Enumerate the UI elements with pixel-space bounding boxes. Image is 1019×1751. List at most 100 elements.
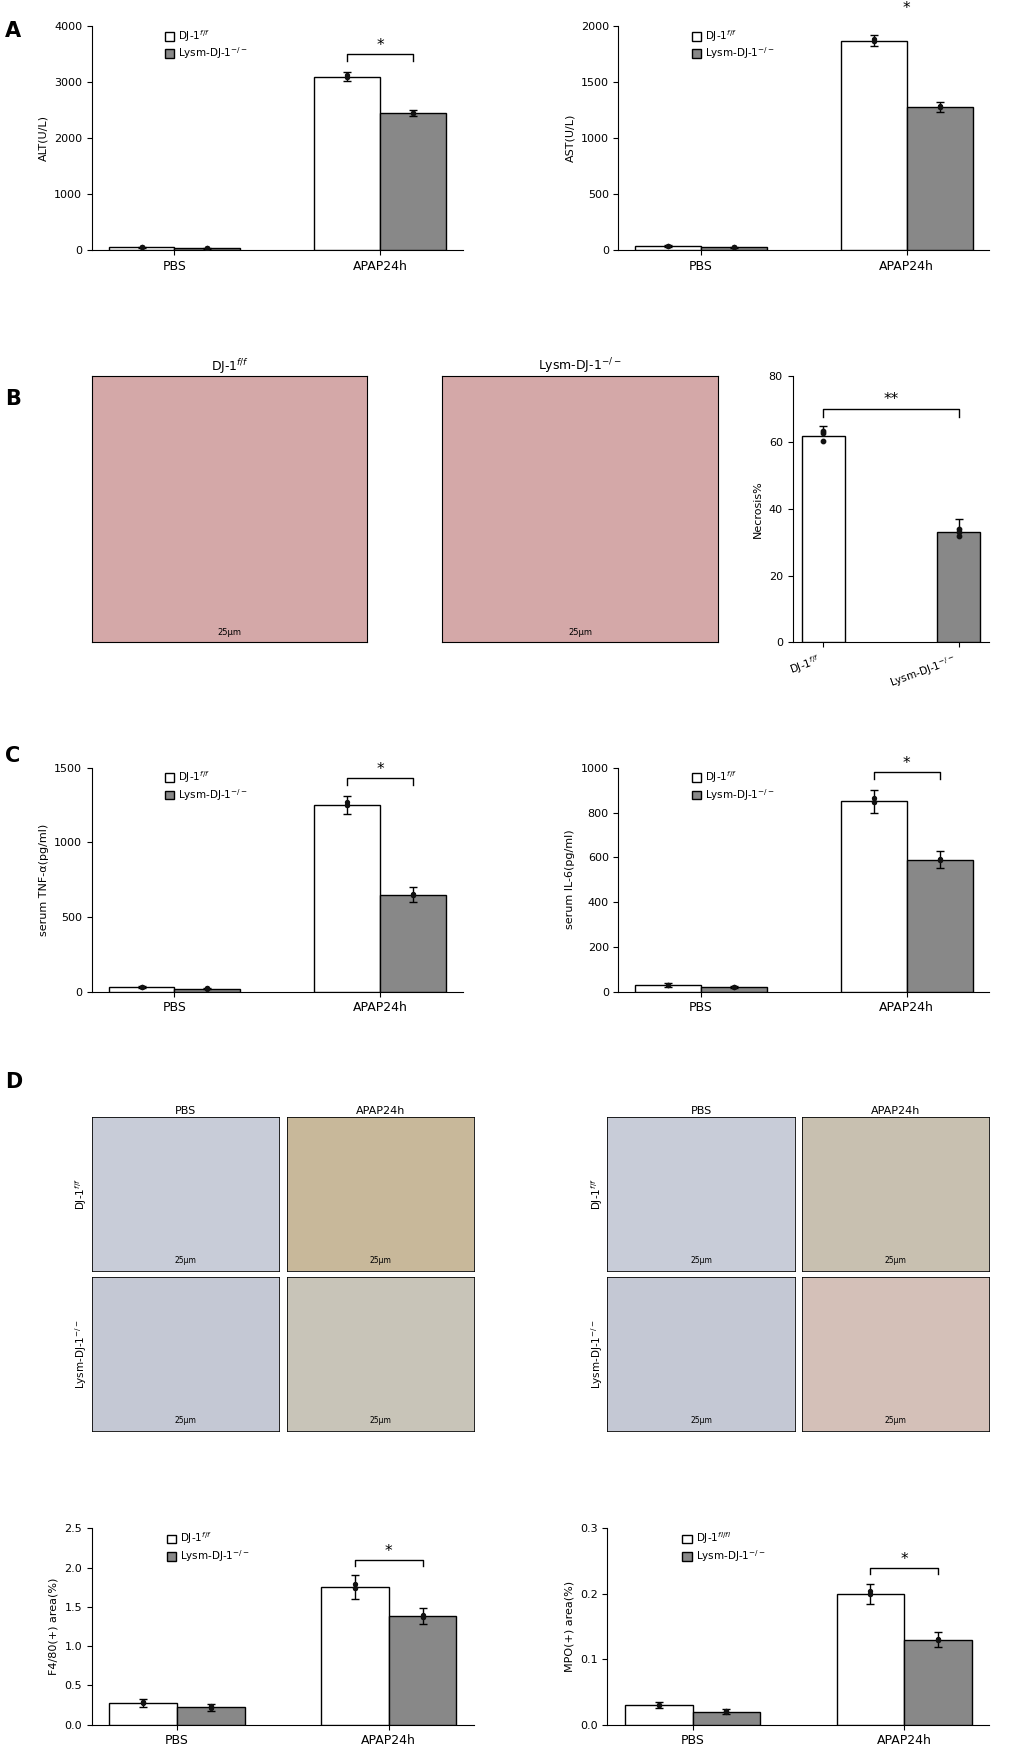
Point — [659, 231, 676, 259]
Point — [865, 788, 881, 816]
Y-axis label: ALT(U/L): ALT(U/L) — [39, 116, 48, 161]
Point — [414, 1602, 430, 1630]
Y-axis label: AST(U/L): AST(U/L) — [565, 114, 575, 163]
Text: 25μm: 25μm — [568, 629, 591, 637]
Text: A: A — [5, 21, 21, 40]
Point — [133, 974, 150, 1002]
Bar — [388, 1616, 455, 1725]
Point — [135, 1690, 151, 1718]
Point — [861, 1578, 877, 1606]
Point — [650, 1691, 666, 1719]
Point — [814, 417, 830, 445]
Legend: DJ-1$^{fl/fl}$, Lysm-DJ-1$^{-/-}$: DJ-1$^{fl/fl}$, Lysm-DJ-1$^{-/-}$ — [681, 1530, 766, 1565]
Point — [865, 788, 881, 816]
Point — [405, 100, 421, 128]
Point — [929, 1627, 946, 1655]
Title: PBS: PBS — [690, 1107, 711, 1117]
Point — [199, 975, 215, 1003]
Y-axis label: Necrosis%: Necrosis% — [752, 480, 762, 538]
Title: PBS: PBS — [174, 1107, 196, 1117]
Point — [950, 518, 966, 546]
Point — [726, 974, 742, 1002]
Title: APAP24h: APAP24h — [870, 1107, 919, 1117]
Point — [135, 1688, 151, 1716]
Text: 25μm: 25μm — [690, 1255, 711, 1264]
Legend: DJ-1$^{f/f}$, Lysm-DJ-1$^{-/-}$: DJ-1$^{f/f}$, Lysm-DJ-1$^{-/-}$ — [690, 26, 775, 63]
Text: *: * — [376, 762, 383, 777]
Point — [659, 970, 676, 998]
Y-axis label: MPO(+) area(%): MPO(+) area(%) — [564, 1581, 574, 1672]
Point — [717, 1698, 734, 1726]
Point — [717, 1697, 734, 1725]
Bar — [625, 1705, 692, 1725]
Text: 25μm: 25μm — [369, 1255, 390, 1264]
Text: 25μm: 25μm — [883, 1417, 906, 1425]
Point — [726, 974, 742, 1002]
Title: DJ-1$^{f/f}$: DJ-1$^{f/f}$ — [210, 357, 249, 376]
Point — [203, 1693, 219, 1721]
Point — [929, 1627, 946, 1655]
Point — [814, 427, 830, 455]
Bar — [380, 114, 445, 250]
Text: 25μm: 25μm — [174, 1417, 197, 1425]
Point — [865, 25, 881, 53]
Point — [405, 98, 421, 126]
Point — [726, 233, 742, 261]
Point — [199, 235, 215, 263]
Point — [861, 1579, 877, 1607]
Bar — [906, 860, 971, 991]
Text: *: * — [902, 2, 910, 16]
Point — [950, 515, 966, 543]
Legend: DJ-1$^{f/f}$, Lysm-DJ-1$^{-/-}$: DJ-1$^{f/f}$, Lysm-DJ-1$^{-/-}$ — [164, 26, 249, 63]
Bar — [840, 802, 906, 991]
Point — [861, 1579, 877, 1607]
Text: 25μm: 25μm — [690, 1417, 711, 1425]
Point — [346, 1569, 363, 1597]
Point — [133, 233, 150, 261]
Point — [865, 26, 881, 54]
Bar — [635, 984, 700, 991]
Bar — [801, 436, 844, 643]
Point — [717, 1697, 734, 1725]
Point — [929, 1625, 946, 1653]
Y-axis label: DJ-1$^{f/f}$: DJ-1$^{f/f}$ — [73, 1178, 89, 1210]
Y-axis label: Lysm-DJ-1$^{-/-}$: Lysm-DJ-1$^{-/-}$ — [73, 1320, 89, 1389]
Point — [726, 974, 742, 1002]
Point — [338, 791, 355, 819]
Text: 25μm: 25μm — [369, 1417, 390, 1425]
Legend: DJ-1$^{f/f}$, Lysm-DJ-1$^{-/-}$: DJ-1$^{f/f}$, Lysm-DJ-1$^{-/-}$ — [690, 769, 775, 804]
Bar — [314, 805, 380, 991]
Text: D: D — [5, 1072, 22, 1091]
Point — [865, 26, 881, 54]
Y-axis label: Lysm-DJ-1$^{-/-}$: Lysm-DJ-1$^{-/-}$ — [588, 1320, 604, 1389]
Point — [659, 231, 676, 259]
Point — [405, 879, 421, 907]
Point — [950, 522, 966, 550]
Point — [659, 970, 676, 998]
Point — [405, 881, 421, 909]
Point — [133, 974, 150, 1002]
Point — [133, 233, 150, 261]
Bar — [109, 988, 174, 991]
Text: *: * — [384, 1544, 392, 1558]
Legend: DJ-1$^{f/f}$, Lysm-DJ-1$^{-/-}$: DJ-1$^{f/f}$, Lysm-DJ-1$^{-/-}$ — [166, 1530, 251, 1565]
Text: *: * — [902, 756, 910, 770]
Point — [414, 1604, 430, 1632]
Bar — [906, 107, 971, 250]
Point — [203, 1693, 219, 1721]
Bar — [840, 40, 906, 250]
Bar — [321, 1586, 388, 1725]
Bar — [700, 988, 766, 991]
Point — [930, 93, 947, 121]
Point — [930, 93, 947, 121]
Bar — [176, 1707, 245, 1725]
Point — [930, 846, 947, 874]
Bar — [904, 1639, 971, 1725]
Y-axis label: serum IL-6(pg/ml): serum IL-6(pg/ml) — [565, 830, 575, 930]
Point — [650, 1691, 666, 1719]
Point — [414, 1604, 430, 1632]
Point — [346, 1574, 363, 1602]
Text: C: C — [5, 746, 20, 765]
Point — [659, 970, 676, 998]
Bar — [109, 247, 174, 250]
